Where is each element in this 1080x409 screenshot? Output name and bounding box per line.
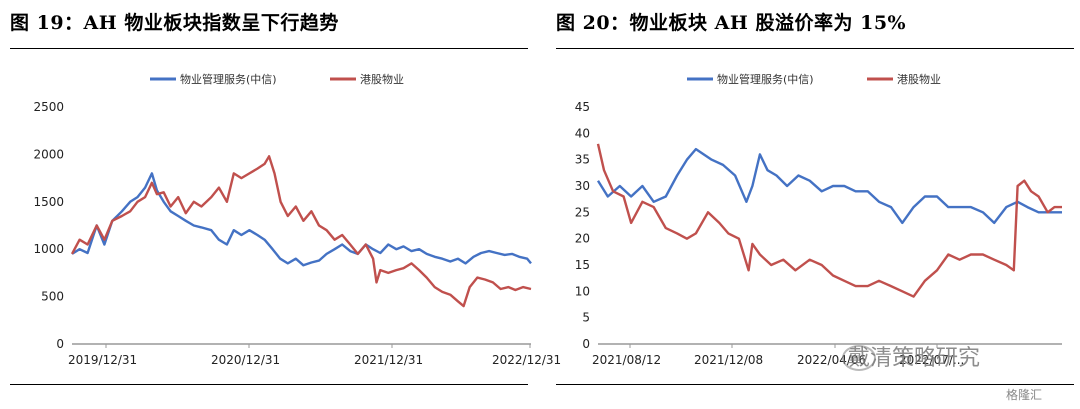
- series-line-hk-property: [70, 155, 532, 308]
- x-tick-label: 2021/12/08: [694, 353, 763, 367]
- y-tick-label: 45: [575, 100, 590, 114]
- series-line-property-mgmt: [71, 172, 532, 267]
- y-tick-label: 0: [56, 337, 64, 351]
- left-line-chart: 0 500 1000 1500 2000 2500 2019/12/31 2020/12/31…: [33, 72, 561, 367]
- y-tick-label: 15: [575, 258, 590, 272]
- legend-label: 港股物业: [897, 72, 941, 86]
- x-tick-label: 2021/08/12: [592, 353, 661, 367]
- y-tick-label: 25: [575, 205, 590, 219]
- legend-label: 港股物业: [360, 72, 404, 86]
- x-tick-label: 2019/12/31: [68, 353, 137, 367]
- x-tick-label: 2020/12/31: [211, 353, 280, 367]
- x-tick-label: 2022/12/31: [492, 353, 561, 367]
- left-title-rule: [10, 48, 528, 49]
- watermark-text: 戴清策略研究: [848, 346, 981, 371]
- y-tick-label: 20: [575, 232, 590, 246]
- y-tick-label: 35: [575, 153, 590, 167]
- x-tick-label: 2021/12/31: [354, 353, 423, 367]
- series-line-property-mgmt: [596, 147, 1062, 225]
- y-tick-label: 2500: [33, 100, 64, 114]
- left-chart-title: 图 19：AH 物业板块指数呈下行趋势: [10, 12, 339, 34]
- y-tick-label: 1000: [33, 242, 64, 256]
- y-tick-label: 10: [575, 284, 590, 298]
- right-title-rule: [556, 48, 1074, 49]
- y-tick-label: 5: [582, 311, 590, 325]
- right-line-chart: 0 5 10 15 20 25 30 35 40 45 2021/08/12 2021/12/08 20…: [575, 72, 1062, 367]
- left-bottom-rule: [10, 384, 528, 385]
- y-tick-label: 0: [582, 337, 590, 351]
- y-tick-label: 500: [41, 290, 64, 304]
- y-tick-label: 30: [575, 179, 590, 193]
- watermark-logo-icon: [842, 345, 876, 371]
- legend-label: 物业管理服务(中信): [717, 72, 814, 86]
- y-tick-label: 1500: [33, 195, 64, 209]
- series-line-hk-property: [596, 143, 1062, 298]
- y-tick-label: 40: [575, 126, 590, 140]
- x-tick-label: 2022/07/...: [899, 353, 964, 367]
- source-tag: 格隆汇: [1006, 388, 1043, 402]
- right-chart-title: 图 20：物业板块 AH 股溢价率为 15%: [556, 12, 907, 34]
- y-tick-label: 2000: [33, 147, 64, 161]
- right-bottom-rule: [556, 384, 1074, 385]
- legend-label: 物业管理服务(中信): [180, 72, 277, 86]
